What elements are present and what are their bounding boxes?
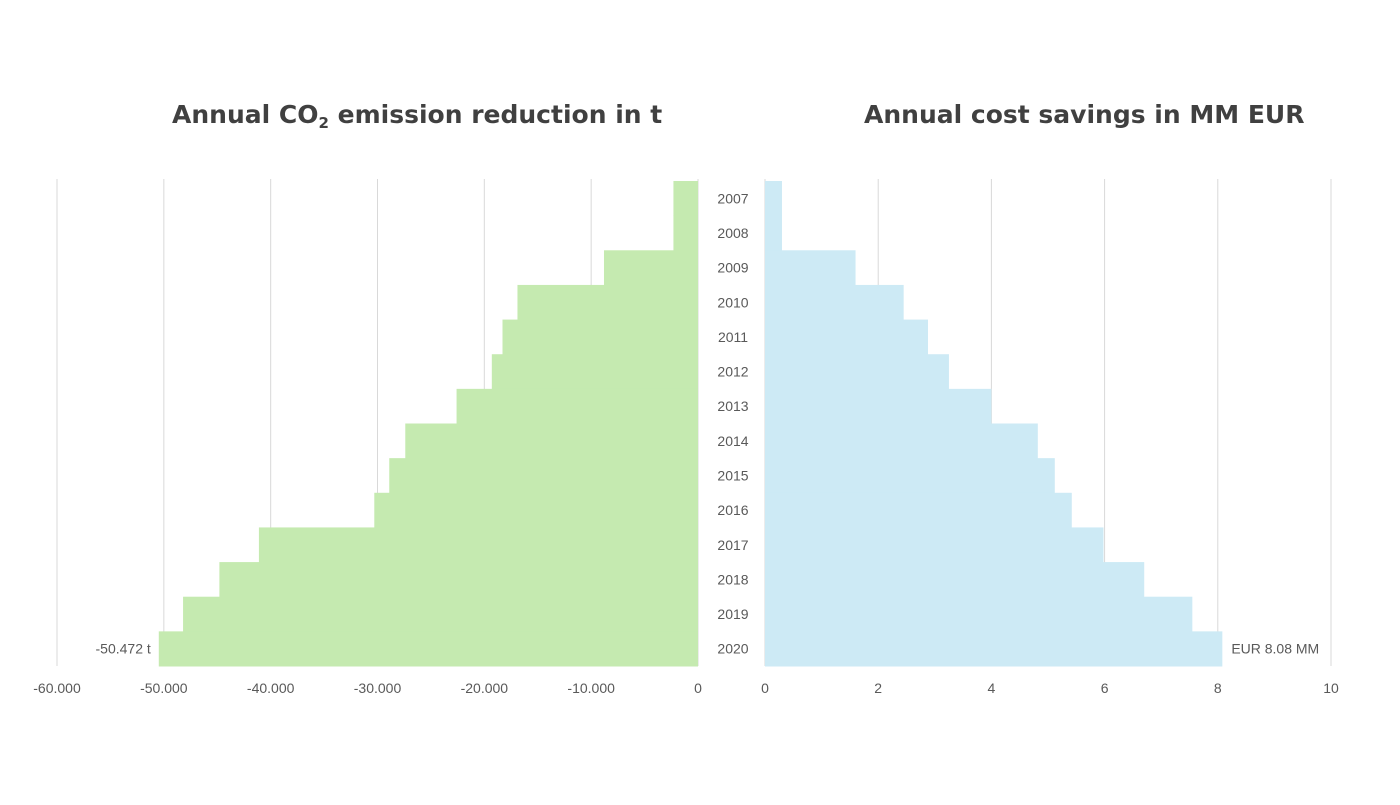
year-label-2013: 2013 <box>717 398 748 414</box>
cost-xtick-label: 0 <box>761 680 769 696</box>
cost-xtick-label: 8 <box>1214 680 1222 696</box>
cost-bar-2011 <box>765 319 929 355</box>
co2-xtick-label: -10.000 <box>567 680 615 696</box>
co2-bar-2019 <box>183 596 698 632</box>
co2-bar-2012 <box>491 354 698 390</box>
co2-xtick-label: -20.000 <box>461 680 509 696</box>
year-label-2019: 2019 <box>717 606 748 622</box>
cost-data-label: EUR 8.08 MM <box>1231 641 1319 657</box>
cost-bar-2015 <box>765 458 1055 494</box>
year-label-2014: 2014 <box>717 433 748 449</box>
co2-bar-2017 <box>258 527 698 563</box>
year-label-2020: 2020 <box>717 641 748 657</box>
year-label-2016: 2016 <box>717 502 748 518</box>
cost-bar-2007 <box>765 181 782 217</box>
cost-bar-2008 <box>765 215 782 251</box>
cost-bar-2012 <box>765 354 949 390</box>
co2-bar-2009 <box>603 250 698 286</box>
co2-xtick-label: 0 <box>694 680 702 696</box>
year-label-2011: 2011 <box>718 329 748 345</box>
co2-xtick-label: -50.000 <box>140 680 188 696</box>
co2-bar-2014 <box>405 423 698 459</box>
year-label-2009: 2009 <box>717 260 748 276</box>
co2-bar-2007 <box>673 181 698 217</box>
co2-xtick-label: -30.000 <box>354 680 402 696</box>
cost-xtick-label: 4 <box>988 680 996 696</box>
year-label-2010: 2010 <box>717 294 748 310</box>
cost-xtick-label: 2 <box>874 680 882 696</box>
year-label-2015: 2015 <box>717 467 748 483</box>
year-label-2017: 2017 <box>717 537 748 553</box>
cost-bar-2013 <box>765 388 992 424</box>
cost-xtick-label: 10 <box>1323 680 1339 696</box>
co2-bar-2008 <box>673 215 698 251</box>
co2-bar-2013 <box>456 388 698 424</box>
cost-xtick-label: 6 <box>1101 680 1109 696</box>
cost-bar-2009 <box>765 250 856 286</box>
cost-chart-title: Annual cost savings in MM EUR <box>864 100 1305 129</box>
cost-bar-2020 <box>765 631 1223 667</box>
co2-bar-2020 <box>158 631 699 667</box>
cost-bar-2010 <box>765 284 904 321</box>
co2-data-label: -50.472 t <box>96 641 151 657</box>
co2-bar-2010 <box>517 284 698 321</box>
cost-bar-2014 <box>765 423 1038 459</box>
year-label-2018: 2018 <box>717 571 748 587</box>
co2-bar-2011 <box>502 319 698 355</box>
co2-xtick-label: -40.000 <box>247 680 295 696</box>
co2-xtick-label: -60.000 <box>33 680 81 696</box>
co2-chart-title: Annual CO2 emission reduction in t <box>172 100 663 132</box>
co2-bar-2015 <box>389 458 698 494</box>
cost-bar-2018 <box>765 562 1145 598</box>
cost-bar-2017 <box>765 527 1104 563</box>
co2-bar-2018 <box>219 562 699 598</box>
year-label-2008: 2008 <box>717 225 748 241</box>
co2-bar-2016 <box>374 492 698 528</box>
year-label-2012: 2012 <box>717 364 748 380</box>
cost-bar-2016 <box>765 492 1072 528</box>
year-label-2007: 2007 <box>717 190 748 206</box>
cost-bar-2019 <box>765 596 1193 632</box>
